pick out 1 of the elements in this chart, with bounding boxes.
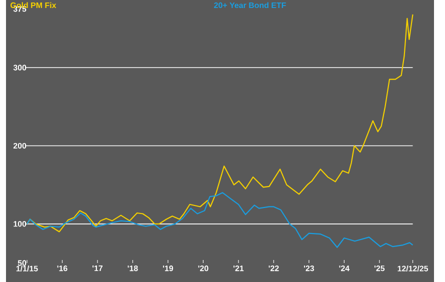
line-series <box>26 192 414 248</box>
